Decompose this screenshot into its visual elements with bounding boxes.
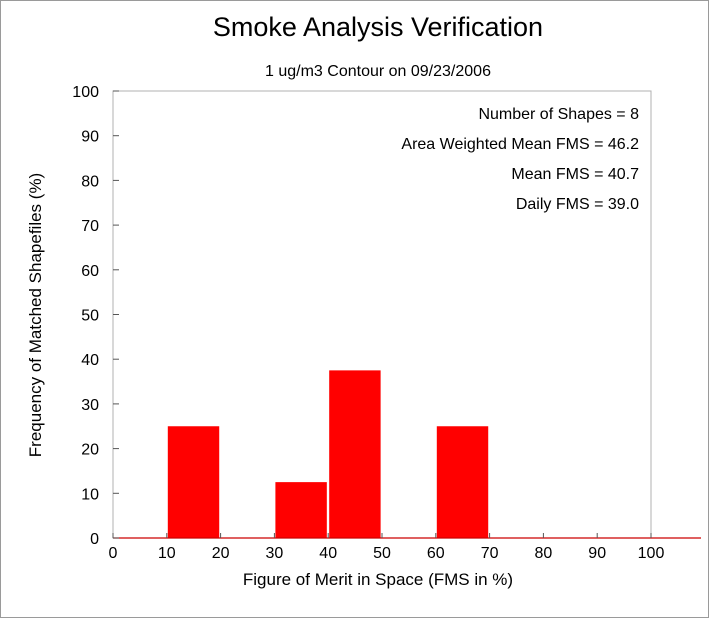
x-tick-label: 70 [481,545,499,562]
y-tick-label: 20 [81,442,99,459]
bar-series [167,370,489,538]
y-tick-label: 30 [81,397,99,414]
y-axis-label: Frequency of Matched Shapefiles (%) [26,173,45,457]
chart-subtitle: 1 ug/m3 Contour on 09/23/2006 [265,63,491,80]
x-tick-label: 50 [373,545,391,562]
y-tick-label: 100 [72,84,99,101]
bar-1 [275,482,327,538]
y-tick-label: 60 [81,263,99,280]
x-tick-label: 30 [266,545,284,562]
bar-0 [167,426,220,538]
y-tick-label: 40 [81,352,99,369]
y-tick-label: 90 [81,129,99,146]
x-tick-label: 90 [588,545,606,562]
bar-2 [329,370,381,538]
bar-3 [436,426,489,538]
stat-line: Mean FMS = 40.7 [511,166,639,183]
chart-title: Smoke Analysis Verification [213,12,543,42]
x-tick-label: 10 [158,545,176,562]
x-tick-label: 0 [109,545,118,562]
y-tick-label: 80 [81,173,99,190]
x-tick-label: 80 [535,545,553,562]
y-tick-label: 70 [81,218,99,235]
stat-line: Area Weighted Mean FMS = 46.2 [401,136,639,153]
y-axis-ticks: 0 10 20 30 40 50 60 70 80 90 100 [72,84,119,548]
x-axis-ticks: 0 10 20 30 40 50 60 70 80 90 100 [109,533,665,562]
x-tick-label: 60 [427,545,445,562]
x-tick-label: 40 [319,545,337,562]
y-tick-label: 50 [81,308,99,325]
x-axis-label: Figure of Merit in Space (FMS in %) [243,570,513,589]
stat-line: Number of Shapes = 8 [478,106,639,123]
stats-annotation: Number of Shapes = 8 Area Weighted Mean F… [401,106,639,213]
y-tick-label: 0 [90,531,99,548]
y-tick-label: 10 [81,486,99,503]
x-tick-label: 100 [638,545,665,562]
stat-line: Daily FMS = 39.0 [516,196,639,213]
x-tick-label: 20 [212,545,230,562]
